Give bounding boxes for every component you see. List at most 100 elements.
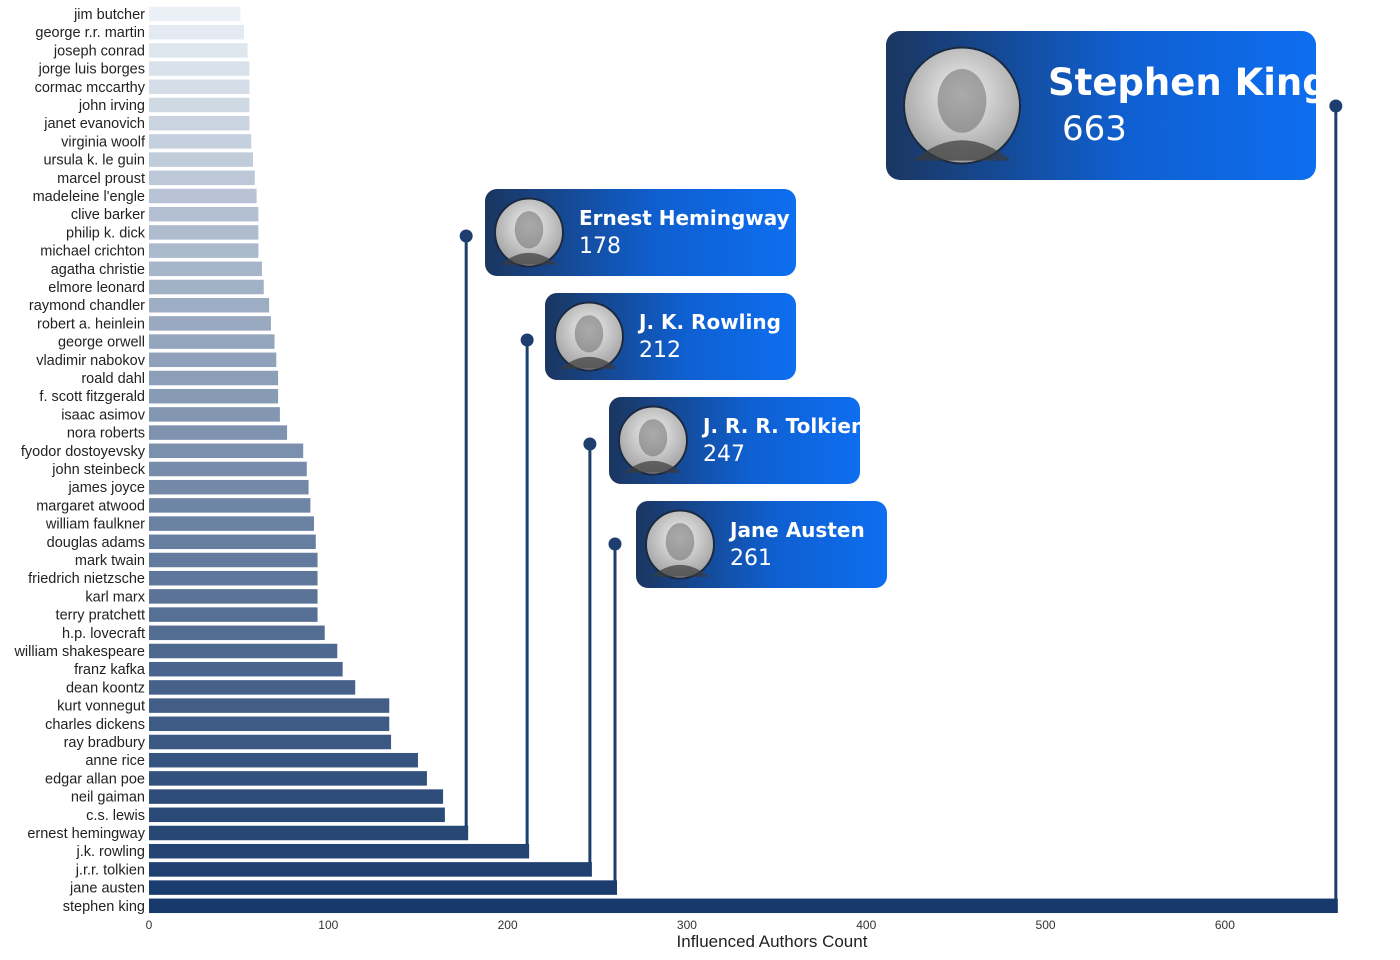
card-name: J. R. R. Tolkien bbox=[701, 414, 865, 438]
x-tick-label: 100 bbox=[318, 918, 338, 932]
connector-dot bbox=[520, 333, 534, 347]
category-label: jim butcher bbox=[73, 7, 145, 23]
connector-dot bbox=[459, 229, 473, 243]
category-label: j.r.r. tolkien bbox=[75, 862, 145, 878]
card-name: J. K. Rowling bbox=[637, 310, 781, 334]
x-tick-label: 600 bbox=[1215, 918, 1235, 932]
highlight-card: J. K. Rowling 212 bbox=[545, 293, 796, 380]
bar-karl-marx bbox=[149, 589, 318, 604]
category-label: jane austen bbox=[69, 881, 145, 897]
connector-dot bbox=[608, 537, 622, 551]
jane-austen-portrait bbox=[645, 509, 715, 580]
bar-virginia-woolf bbox=[149, 134, 252, 149]
highlight-card: J. R. R. Tolkien 247 bbox=[609, 397, 865, 484]
bar-marcel-proust bbox=[149, 170, 255, 186]
bar-robert-a-heinlein bbox=[149, 316, 271, 331]
bar-roald-dahl bbox=[149, 370, 279, 386]
card-value: 663 bbox=[1062, 109, 1127, 149]
x-tick-label: 400 bbox=[856, 918, 876, 932]
category-label: nora roberts bbox=[67, 426, 145, 442]
bar-c-s-lewis bbox=[149, 807, 445, 823]
category-label: george r.r. martin bbox=[35, 25, 145, 41]
bar-f-scott-fitzgerald bbox=[149, 388, 279, 404]
category-labels: jim butcher george r.r. martin joseph conr… bbox=[13, 7, 146, 915]
x-tick-label: 0 bbox=[146, 918, 153, 932]
category-label: joseph conrad bbox=[53, 43, 145, 59]
category-label: franz kafka bbox=[74, 662, 146, 678]
bar-douglas-adams bbox=[149, 534, 316, 550]
category-label: anne rice bbox=[85, 753, 145, 769]
bar-joseph-conrad bbox=[149, 43, 248, 58]
bar-jane-austen bbox=[149, 880, 617, 895]
bar-john-steinbeck bbox=[149, 461, 307, 477]
bar-vladimir-nabokov bbox=[149, 352, 277, 368]
category-label: william faulkner bbox=[45, 517, 145, 533]
highlight-connectors bbox=[459, 99, 1343, 900]
category-label: jorge luis borges bbox=[38, 62, 145, 78]
ernest-hemingway-portrait bbox=[494, 197, 564, 268]
bar-agatha-christie bbox=[149, 261, 262, 277]
stephen-king-portrait bbox=[903, 46, 1021, 165]
category-label: douglas adams bbox=[47, 535, 145, 551]
bar-terry-pratchett bbox=[149, 607, 318, 622]
category-label: marcel proust bbox=[57, 171, 145, 187]
category-label: cormac mccarthy bbox=[35, 80, 146, 96]
bar-philip-k-dick bbox=[149, 225, 259, 240]
bar-dean-koontz bbox=[149, 680, 356, 695]
category-label: robert a. heinlein bbox=[37, 316, 145, 332]
bar-mark-twain bbox=[149, 552, 318, 568]
card-value: 178 bbox=[579, 234, 621, 259]
jk-rowling-portrait bbox=[554, 301, 624, 372]
card-background bbox=[485, 189, 796, 276]
bar-anne-rice bbox=[149, 752, 418, 768]
card-name: Stephen King bbox=[1048, 61, 1329, 104]
bar-james-joyce bbox=[149, 479, 309, 495]
bar-isaac-asimov bbox=[149, 407, 280, 422]
category-label: charles dickens bbox=[45, 717, 145, 733]
category-label: neil gaiman bbox=[71, 790, 145, 806]
category-label: virginia woolf bbox=[61, 134, 146, 150]
card-value: 261 bbox=[730, 546, 772, 571]
bar-george-orwell bbox=[149, 334, 275, 349]
category-label: terry pratchett bbox=[56, 608, 145, 624]
bar-j-k-rowling bbox=[149, 843, 530, 859]
bar-nora-roberts bbox=[149, 425, 288, 440]
category-label: philip k. dick bbox=[66, 225, 146, 241]
x-tick-label: 500 bbox=[1036, 918, 1056, 932]
category-label: madeleine l'engle bbox=[33, 189, 145, 205]
category-label: ursula k. le guin bbox=[43, 153, 145, 169]
category-label: john steinbeck bbox=[51, 462, 145, 478]
bar-michael-crichton bbox=[149, 243, 259, 258]
bar-j-r-r-tolkien bbox=[149, 862, 592, 877]
connector-dot bbox=[1329, 99, 1343, 113]
category-label: george orwell bbox=[58, 335, 145, 351]
bar-edgar-allan-poe bbox=[149, 771, 427, 786]
bar-ursula-k-le-guin bbox=[149, 152, 253, 167]
category-label: kurt vonnegut bbox=[57, 699, 145, 715]
highlight-card: Ernest Hemingway 178 bbox=[485, 189, 796, 276]
bar-kurt-vonnegut bbox=[149, 698, 390, 713]
category-label: agatha christie bbox=[51, 262, 145, 278]
category-label: michael crichton bbox=[40, 244, 145, 260]
category-label: mark twain bbox=[75, 553, 145, 569]
card-name: Ernest Hemingway bbox=[579, 206, 790, 230]
bar-william-shakespeare bbox=[149, 643, 338, 659]
bar-stephen-king bbox=[149, 898, 1338, 914]
card-value: 247 bbox=[703, 442, 745, 467]
bar-neil-gaiman bbox=[149, 789, 444, 804]
category-label: margaret atwood bbox=[36, 498, 145, 514]
category-label: vladimir nabokov bbox=[36, 353, 146, 369]
bar-cormac-mccarthy bbox=[149, 79, 250, 95]
category-label: h.p. lovecraft bbox=[62, 626, 145, 642]
category-label: ray bradbury bbox=[64, 735, 146, 751]
bar-john-irving bbox=[149, 97, 250, 113]
bar-george-r-r-martin bbox=[149, 24, 245, 40]
jrr-tolkien-portrait bbox=[618, 405, 688, 476]
bar-margaret-atwood bbox=[149, 498, 311, 513]
category-label: dean koontz bbox=[66, 680, 145, 696]
category-label: ernest hemingway bbox=[27, 826, 145, 842]
category-label: edgar allan poe bbox=[45, 771, 145, 787]
category-label: clive barker bbox=[71, 207, 145, 223]
